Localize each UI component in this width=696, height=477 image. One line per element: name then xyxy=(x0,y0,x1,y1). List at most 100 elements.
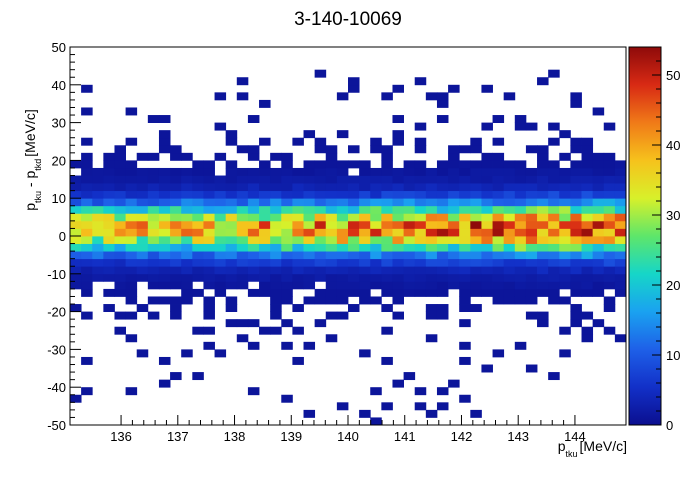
heatmap-cell xyxy=(370,296,382,305)
heatmap-cell xyxy=(92,251,104,260)
heatmap-cell xyxy=(559,175,571,184)
heatmap-cell xyxy=(514,175,527,184)
heatmap-cell xyxy=(392,243,404,252)
heatmap-cell xyxy=(392,251,404,260)
heatmap-cell xyxy=(136,183,149,192)
heatmap-cell xyxy=(459,296,471,305)
heatmap-cell xyxy=(70,251,82,260)
color-scale-bar xyxy=(628,46,662,426)
heatmap-cell xyxy=(559,220,571,229)
heatmap-cell xyxy=(425,273,438,282)
heatmap-cell xyxy=(459,266,471,275)
heatmap-cell xyxy=(70,190,82,199)
heatmap-cell xyxy=(603,190,616,199)
heatmap-cell xyxy=(537,205,549,214)
heatmap-cell xyxy=(381,92,393,101)
heatmap-cell xyxy=(603,160,616,169)
heatmap-cell xyxy=(581,220,594,229)
heatmap-cell xyxy=(492,243,505,252)
heatmap-cell xyxy=(425,198,438,207)
x-tick-label: 143 xyxy=(507,429,529,444)
heatmap-cell xyxy=(603,266,616,275)
heatmap-cell xyxy=(470,167,482,176)
heatmap-cell xyxy=(314,288,327,297)
heatmap-cell xyxy=(214,258,227,267)
heatmap-cell xyxy=(270,220,282,229)
heatmap-cell xyxy=(247,183,260,192)
heatmap-cell xyxy=(259,326,271,335)
heatmap-cell xyxy=(303,183,316,192)
heatmap-cell xyxy=(147,115,160,123)
heatmap-cell xyxy=(303,213,316,222)
heatmap-cell xyxy=(314,236,327,244)
heatmap-cell xyxy=(303,281,316,290)
heatmap-cell xyxy=(470,228,482,237)
heatmap-cell xyxy=(281,236,293,244)
heatmap-cell xyxy=(448,258,460,267)
heatmap-cell xyxy=(336,205,349,214)
heatmap-cell xyxy=(492,349,505,358)
heatmap-cell xyxy=(481,220,493,229)
heatmap-cell xyxy=(414,288,427,297)
heatmap-cell xyxy=(203,281,215,290)
heatmap-cell xyxy=(336,160,349,169)
heatmap-cell xyxy=(170,266,182,275)
heatmap-cell xyxy=(236,266,249,275)
heatmap-cell xyxy=(225,243,238,252)
heatmap-cell xyxy=(525,190,538,199)
heatmap-cell xyxy=(414,228,427,237)
heatmap-cell xyxy=(348,160,360,169)
heatmap-cell xyxy=(459,220,471,229)
heatmap-cell xyxy=(348,198,360,207)
heatmap-cell xyxy=(492,288,505,297)
heatmap-cell xyxy=(92,228,104,237)
heatmap-cell xyxy=(436,220,449,229)
heatmap-cell xyxy=(147,152,160,161)
heatmap-cell xyxy=(548,251,560,260)
heatmap-cell xyxy=(525,220,538,229)
x-tick-label: 137 xyxy=(167,429,189,444)
heatmap-cell xyxy=(392,183,404,192)
heatmap-cell xyxy=(448,84,460,93)
heatmap-cell xyxy=(114,167,126,176)
heatmap-cell xyxy=(270,190,282,199)
heatmap-cell xyxy=(392,190,404,199)
heatmap-cell xyxy=(503,160,516,169)
heatmap-cell xyxy=(548,236,560,244)
heatmap-cell xyxy=(592,167,605,176)
heatmap-cell xyxy=(70,281,82,290)
heatmap-cell xyxy=(281,160,293,169)
heatmap-cell xyxy=(392,84,404,93)
heatmap-cell xyxy=(325,198,338,207)
heatmap-cell xyxy=(492,115,505,123)
z-tick-label: 10 xyxy=(666,348,680,363)
heatmap-cell xyxy=(147,296,160,305)
heatmap-cell xyxy=(158,175,171,184)
heatmap-cells xyxy=(70,69,627,426)
heatmap-cell xyxy=(481,364,493,373)
heatmap-cell xyxy=(381,402,393,411)
heatmap-cell xyxy=(381,251,393,260)
heatmap-cell xyxy=(448,160,460,169)
heatmap-cell xyxy=(270,304,282,312)
heatmap-cell xyxy=(103,228,115,237)
heatmap-cell xyxy=(503,251,516,260)
y-axis-label-unit: [MeV/c] xyxy=(22,109,38,156)
heatmap-cell xyxy=(492,183,505,192)
heatmap-cell xyxy=(614,258,627,267)
heatmap-cell xyxy=(336,183,349,192)
heatmap-cell xyxy=(492,198,505,207)
heatmap-cell xyxy=(581,258,594,267)
heatmap-cell xyxy=(103,198,115,207)
heatmap-cell xyxy=(614,190,627,199)
heatmap-cell xyxy=(125,251,138,260)
heatmap-cell xyxy=(359,281,371,290)
heatmap-cell xyxy=(470,213,482,222)
heatmap-cell xyxy=(81,167,93,176)
heatmap-cell xyxy=(314,319,327,328)
heatmap-cell xyxy=(236,273,249,282)
heatmap-cell xyxy=(214,349,227,358)
heatmap-cell xyxy=(181,281,193,290)
heatmap-cell xyxy=(70,394,82,403)
